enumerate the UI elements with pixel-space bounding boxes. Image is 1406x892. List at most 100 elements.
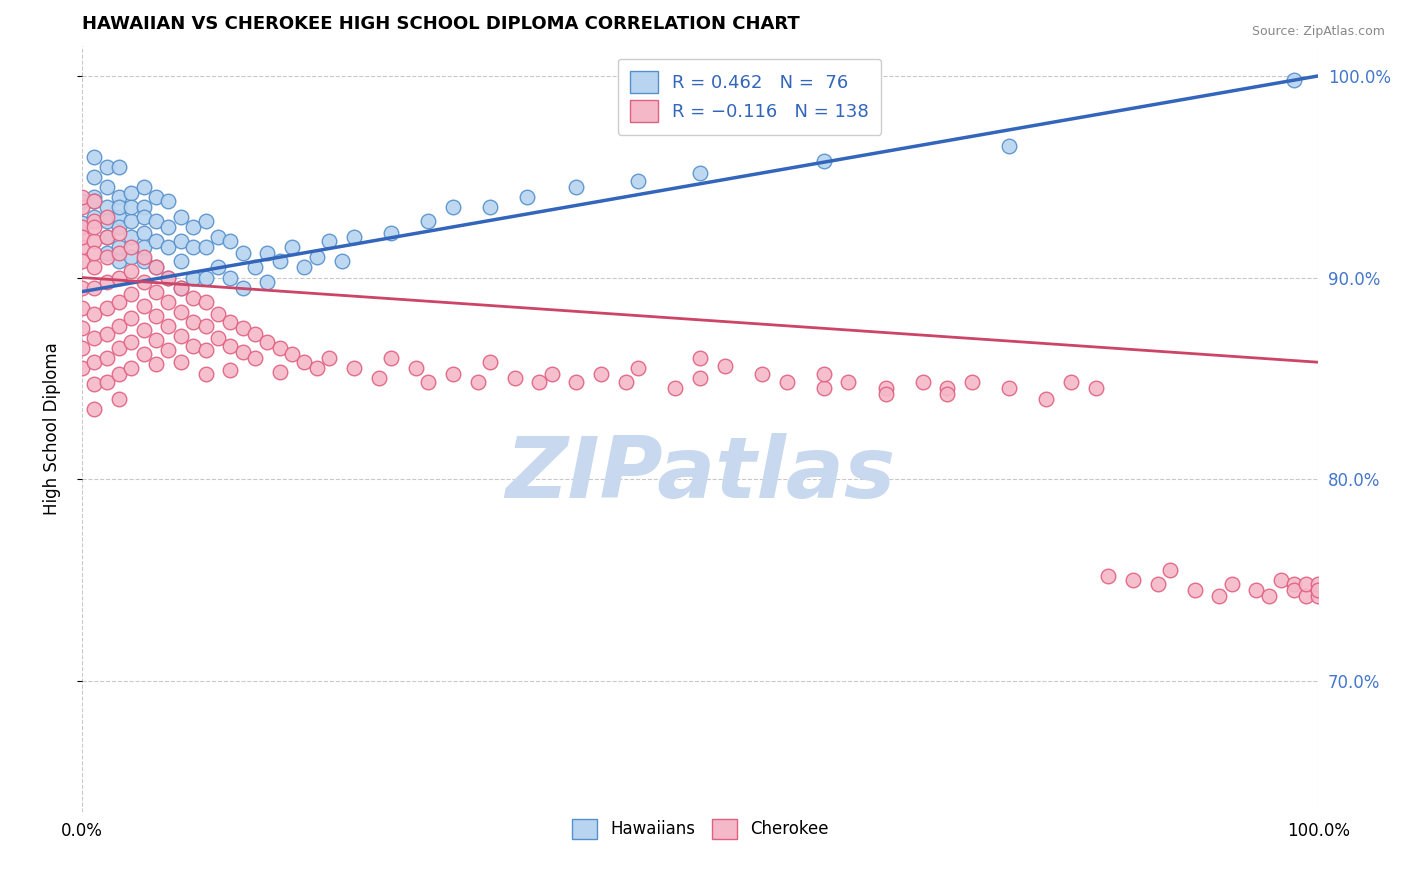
Point — [170, 280, 193, 294]
Point — [120, 200, 142, 214]
Point — [108, 160, 131, 174]
Point — [219, 234, 242, 248]
Point — [813, 381, 835, 395]
Point — [776, 376, 799, 390]
Point — [108, 318, 131, 333]
Point — [367, 371, 389, 385]
Point — [70, 280, 93, 294]
Point — [108, 246, 131, 260]
Point — [157, 270, 180, 285]
Point — [157, 194, 180, 208]
Point — [83, 214, 105, 228]
Point — [1084, 381, 1107, 395]
Point — [689, 351, 711, 366]
Point — [467, 376, 489, 390]
Point — [70, 194, 93, 208]
Point — [207, 260, 229, 275]
Point — [108, 270, 131, 285]
Point — [1184, 583, 1206, 598]
Point — [1270, 573, 1292, 587]
Point — [813, 368, 835, 382]
Point — [416, 376, 439, 390]
Point — [269, 365, 291, 379]
Point — [219, 363, 242, 377]
Point — [1308, 589, 1330, 603]
Point — [330, 254, 353, 268]
Point — [269, 341, 291, 355]
Point — [813, 153, 835, 168]
Point — [936, 381, 959, 395]
Point — [380, 351, 402, 366]
Point — [181, 270, 204, 285]
Point — [170, 210, 193, 224]
Point — [1035, 392, 1057, 406]
Point — [70, 301, 93, 315]
Point — [132, 179, 155, 194]
Point — [70, 230, 93, 244]
Point — [232, 321, 254, 335]
Point — [998, 381, 1021, 395]
Point — [120, 230, 142, 244]
Point — [243, 260, 266, 275]
Point — [627, 174, 650, 188]
Text: ZIPatlas: ZIPatlas — [505, 434, 896, 516]
Point — [108, 220, 131, 235]
Point — [627, 361, 650, 376]
Point — [294, 355, 316, 369]
Point — [441, 368, 464, 382]
Point — [565, 179, 588, 194]
Point — [96, 160, 118, 174]
Point — [405, 361, 427, 376]
Point — [1122, 573, 1144, 587]
Point — [83, 234, 105, 248]
Point — [875, 381, 897, 395]
Point — [120, 361, 142, 376]
Point — [96, 246, 118, 260]
Point — [70, 361, 93, 376]
Point — [96, 214, 118, 228]
Point — [132, 200, 155, 214]
Point — [318, 351, 340, 366]
Point — [232, 280, 254, 294]
Point — [714, 359, 737, 374]
Point — [157, 240, 180, 254]
Point — [664, 381, 686, 395]
Point — [343, 230, 366, 244]
Point — [157, 294, 180, 309]
Point — [108, 240, 131, 254]
Point — [132, 347, 155, 361]
Point — [1282, 577, 1305, 591]
Point — [83, 194, 105, 208]
Point — [157, 270, 180, 285]
Point — [83, 169, 105, 184]
Point — [219, 339, 242, 353]
Point — [145, 309, 167, 323]
Point — [83, 355, 105, 369]
Point — [194, 270, 217, 285]
Point — [1208, 589, 1230, 603]
Point — [194, 240, 217, 254]
Point — [120, 310, 142, 325]
Point — [837, 376, 859, 390]
Point — [96, 251, 118, 265]
Point — [540, 368, 562, 382]
Point — [1308, 583, 1330, 598]
Point — [194, 343, 217, 358]
Point — [145, 214, 167, 228]
Point — [145, 260, 167, 275]
Point — [96, 301, 118, 315]
Point — [1159, 563, 1181, 577]
Point — [281, 240, 304, 254]
Legend: Hawaiians, Cherokee: Hawaiians, Cherokee — [565, 812, 835, 846]
Point — [194, 214, 217, 228]
Point — [83, 194, 105, 208]
Point — [132, 323, 155, 337]
Point — [145, 333, 167, 347]
Point — [145, 260, 167, 275]
Point — [207, 230, 229, 244]
Point — [83, 280, 105, 294]
Point — [207, 307, 229, 321]
Point — [83, 150, 105, 164]
Point — [194, 318, 217, 333]
Point — [96, 230, 118, 244]
